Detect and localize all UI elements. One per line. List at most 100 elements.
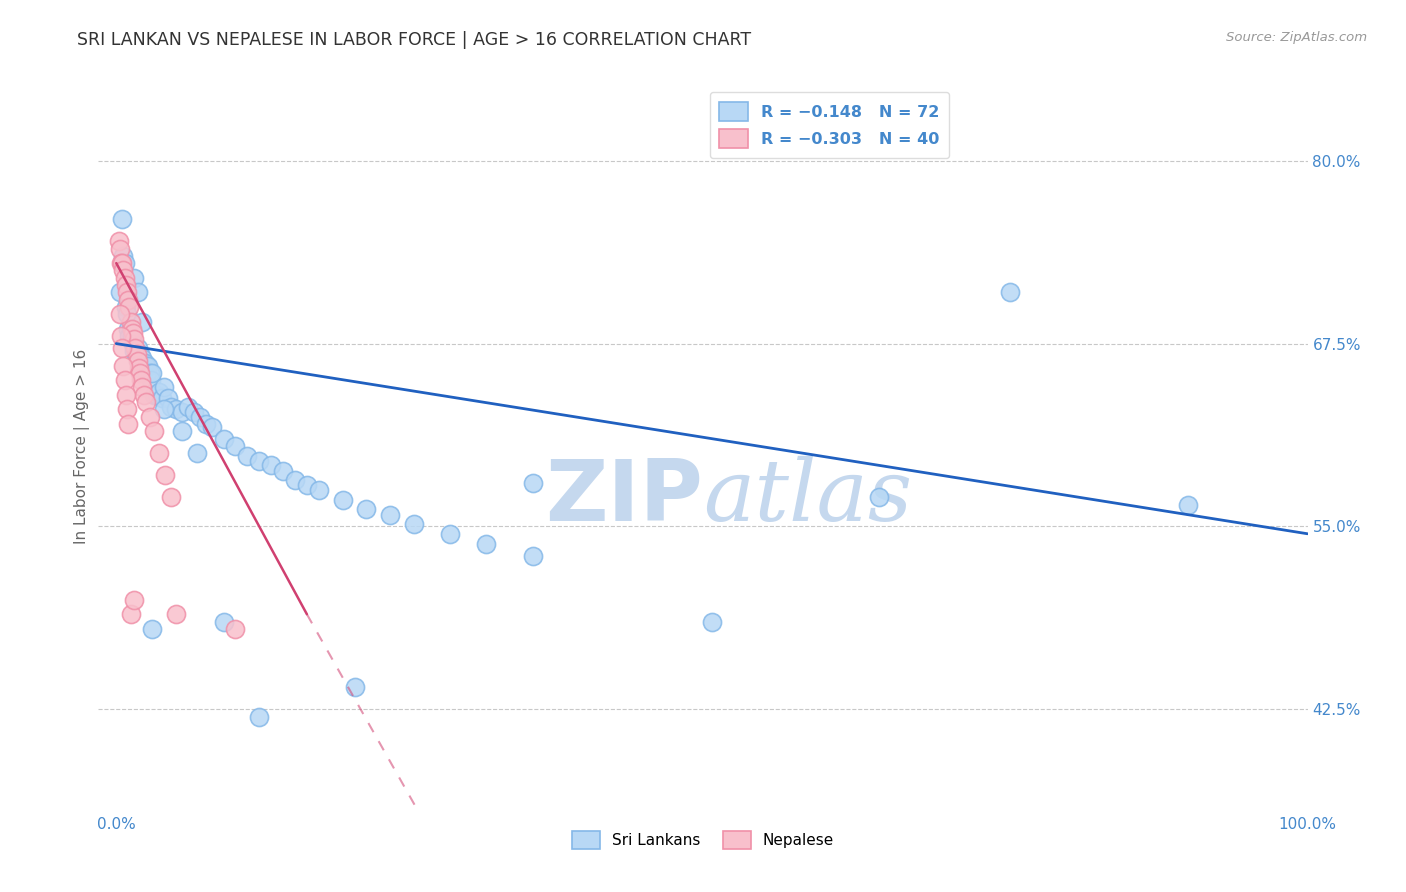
Point <box>127 354 149 368</box>
Point <box>308 483 330 497</box>
Point <box>474 537 496 551</box>
Point <box>170 425 193 439</box>
Point <box>148 384 170 399</box>
Point <box>107 234 129 248</box>
Point <box>212 432 235 446</box>
Text: ZIP: ZIP <box>546 456 703 539</box>
Point <box>141 622 163 636</box>
Point <box>135 395 157 409</box>
Point <box>156 391 179 405</box>
Point <box>998 285 1021 300</box>
Point <box>112 359 135 373</box>
Point <box>122 336 145 351</box>
Point <box>131 380 153 394</box>
Point <box>114 278 136 293</box>
Point <box>868 490 890 504</box>
Point <box>132 388 155 402</box>
Point <box>183 405 205 419</box>
Point <box>114 256 136 270</box>
Text: atlas: atlas <box>703 456 912 539</box>
Point <box>186 446 208 460</box>
Point <box>110 329 132 343</box>
Point <box>127 285 149 300</box>
Point <box>153 380 176 394</box>
Point <box>114 388 136 402</box>
Point <box>138 409 160 424</box>
Point <box>108 285 131 300</box>
Point <box>120 322 142 336</box>
Point <box>124 341 146 355</box>
Point <box>1177 498 1199 512</box>
Point <box>111 256 134 270</box>
Point <box>121 329 143 343</box>
Point <box>194 417 217 431</box>
Point <box>129 347 152 361</box>
Point <box>118 300 141 314</box>
Point <box>200 420 222 434</box>
Point <box>136 366 159 380</box>
Point <box>108 307 131 321</box>
Point <box>118 329 141 343</box>
Point <box>120 315 142 329</box>
Point <box>122 332 145 346</box>
Point <box>153 402 176 417</box>
Point <box>120 607 142 622</box>
Point <box>131 373 153 387</box>
Point <box>143 425 166 439</box>
Point <box>128 351 150 366</box>
Legend: Sri Lankans, Nepalese: Sri Lankans, Nepalese <box>565 824 841 855</box>
Point <box>114 270 136 285</box>
Point <box>439 526 461 541</box>
Point <box>117 322 139 336</box>
Point <box>122 343 145 358</box>
Point <box>284 473 307 487</box>
Point <box>356 502 378 516</box>
Point <box>129 366 152 380</box>
Text: SRI LANKAN VS NEPALESE IN LABOR FORCE | AGE > 16 CORRELATION CHART: SRI LANKAN VS NEPALESE IN LABOR FORCE | … <box>77 31 751 49</box>
Point <box>260 458 283 472</box>
Point <box>114 373 136 387</box>
Point <box>146 388 169 402</box>
Point <box>160 490 183 504</box>
Point <box>110 256 132 270</box>
Point <box>117 293 139 307</box>
Point <box>170 405 193 419</box>
Point <box>117 417 139 431</box>
Point <box>404 516 426 531</box>
Point <box>132 361 155 376</box>
Point <box>135 359 157 373</box>
Point <box>224 622 246 636</box>
Point <box>343 681 366 695</box>
Point <box>131 351 153 366</box>
Point <box>108 242 131 256</box>
Point <box>247 709 270 723</box>
Point <box>177 400 200 414</box>
Point <box>236 449 259 463</box>
Point <box>125 347 148 361</box>
Point <box>131 359 153 373</box>
Point <box>124 341 146 355</box>
Point <box>112 249 135 263</box>
Point <box>112 263 135 277</box>
Point <box>188 409 211 424</box>
Point <box>115 307 138 321</box>
Point <box>111 212 134 227</box>
Text: Source: ZipAtlas.com: Source: ZipAtlas.com <box>1226 31 1367 45</box>
Point <box>212 615 235 629</box>
Point <box>122 592 145 607</box>
Point <box>139 373 162 387</box>
Point <box>115 285 138 300</box>
Point <box>138 359 160 373</box>
Point <box>125 347 148 361</box>
Point <box>131 315 153 329</box>
Point <box>700 615 723 629</box>
Point <box>153 468 176 483</box>
Point <box>138 366 160 380</box>
Point <box>160 400 183 414</box>
Point <box>114 300 136 314</box>
Point <box>150 391 173 405</box>
Point <box>122 270 145 285</box>
Point <box>295 478 318 492</box>
Point <box>271 464 294 478</box>
Point <box>141 366 163 380</box>
